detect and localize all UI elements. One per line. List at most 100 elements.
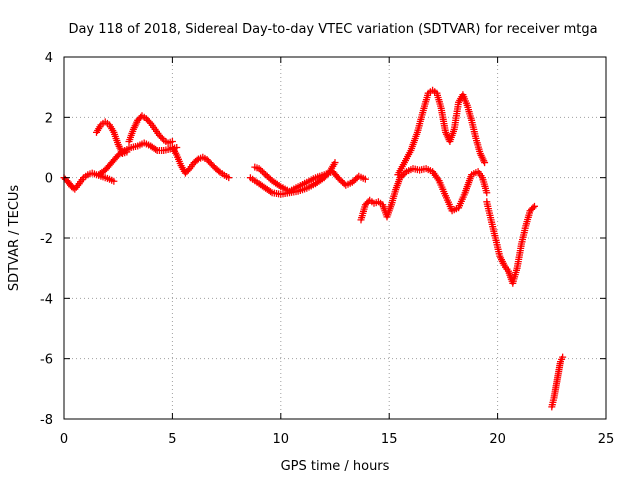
data-point xyxy=(394,188,397,191)
data-point xyxy=(358,175,360,177)
data-point xyxy=(381,204,384,206)
series-mid-wave xyxy=(168,144,233,182)
data-point xyxy=(520,243,523,245)
y-tick-label: -4 xyxy=(40,292,53,307)
data-point xyxy=(113,131,115,134)
x-axis-label: GPS time / hours xyxy=(281,459,390,474)
data-point xyxy=(423,107,425,110)
data-point xyxy=(323,173,325,176)
y-tick-label: 4 xyxy=(45,51,53,66)
data-point xyxy=(253,179,256,182)
data-point xyxy=(440,107,443,110)
data-point xyxy=(557,372,560,375)
data-point xyxy=(485,191,488,194)
data-point xyxy=(271,191,273,194)
data-point xyxy=(462,93,464,96)
data-point xyxy=(219,171,221,174)
data-point xyxy=(555,385,557,387)
data-point xyxy=(78,182,80,185)
x-tick-label: 25 xyxy=(598,432,615,447)
data-point xyxy=(104,176,106,179)
y-tick-label: -2 xyxy=(40,232,53,247)
series-upper-loop-a xyxy=(93,118,131,157)
data-point xyxy=(451,210,453,212)
data-point xyxy=(108,178,111,180)
data-point xyxy=(130,146,133,149)
data-point xyxy=(249,176,252,179)
data-point xyxy=(214,167,217,170)
data-point xyxy=(360,219,362,221)
data-point xyxy=(184,172,187,174)
series-early-dip xyxy=(60,169,118,193)
data-point xyxy=(253,166,256,168)
data-point xyxy=(264,187,267,190)
series-segment-c-high xyxy=(394,86,489,179)
y-tick-label: 0 xyxy=(45,172,53,187)
data-point xyxy=(223,174,226,177)
data-point xyxy=(110,161,113,164)
data-point xyxy=(306,181,308,183)
data-point xyxy=(171,140,174,143)
data-point xyxy=(390,204,393,206)
data-point xyxy=(104,121,106,123)
data-point xyxy=(167,142,169,144)
data-point xyxy=(280,193,282,196)
data-point xyxy=(403,161,406,164)
data-point xyxy=(162,139,165,141)
data-point xyxy=(503,264,505,266)
series-markers xyxy=(93,118,131,157)
axis-ticks: 0 5 10 15 20 25 -8 -6 -4 -2 0 2 4 xyxy=(40,51,614,447)
series-markers xyxy=(168,144,233,182)
data-point xyxy=(332,170,334,173)
data-point xyxy=(453,128,456,131)
data-point xyxy=(180,164,182,167)
data-point xyxy=(386,216,388,218)
series-markers xyxy=(394,86,489,179)
data-point xyxy=(481,176,484,179)
data-point xyxy=(410,149,412,152)
data-point xyxy=(175,154,178,156)
data-point xyxy=(533,205,536,208)
series-markers xyxy=(483,198,538,287)
data-point xyxy=(206,158,208,161)
data-point xyxy=(418,169,421,171)
data-point xyxy=(399,176,401,179)
series-markers xyxy=(357,165,491,224)
x-tick-label: 15 xyxy=(381,432,398,447)
data-point xyxy=(104,169,106,171)
data-point xyxy=(425,167,427,170)
data-point xyxy=(126,151,128,153)
data-point xyxy=(108,124,111,126)
data-point xyxy=(171,146,174,149)
data-point xyxy=(141,115,143,117)
data-point xyxy=(529,210,531,212)
data-point xyxy=(306,187,308,190)
data-point xyxy=(524,225,527,227)
x-tick-label: 0 xyxy=(60,432,68,447)
series-segment-b2 xyxy=(251,163,369,195)
data-point xyxy=(197,158,200,160)
data-point xyxy=(470,173,473,176)
data-point xyxy=(121,152,124,155)
data-series xyxy=(60,86,567,411)
data-point xyxy=(457,207,460,209)
series-segment-b xyxy=(246,159,339,198)
data-point xyxy=(117,154,119,156)
data-point xyxy=(351,181,354,183)
data-point xyxy=(100,124,102,126)
data-point xyxy=(475,137,477,140)
data-point xyxy=(345,184,347,187)
data-point xyxy=(227,176,230,179)
data-point xyxy=(271,179,273,182)
data-point xyxy=(91,172,93,174)
data-point xyxy=(438,179,440,182)
data-point xyxy=(377,201,380,203)
data-point xyxy=(210,163,213,165)
data-point xyxy=(158,134,161,137)
data-point xyxy=(431,170,434,173)
data-point xyxy=(405,170,408,173)
data-point xyxy=(162,149,165,152)
data-point xyxy=(143,142,146,144)
data-point xyxy=(113,180,115,183)
data-point xyxy=(477,170,479,173)
